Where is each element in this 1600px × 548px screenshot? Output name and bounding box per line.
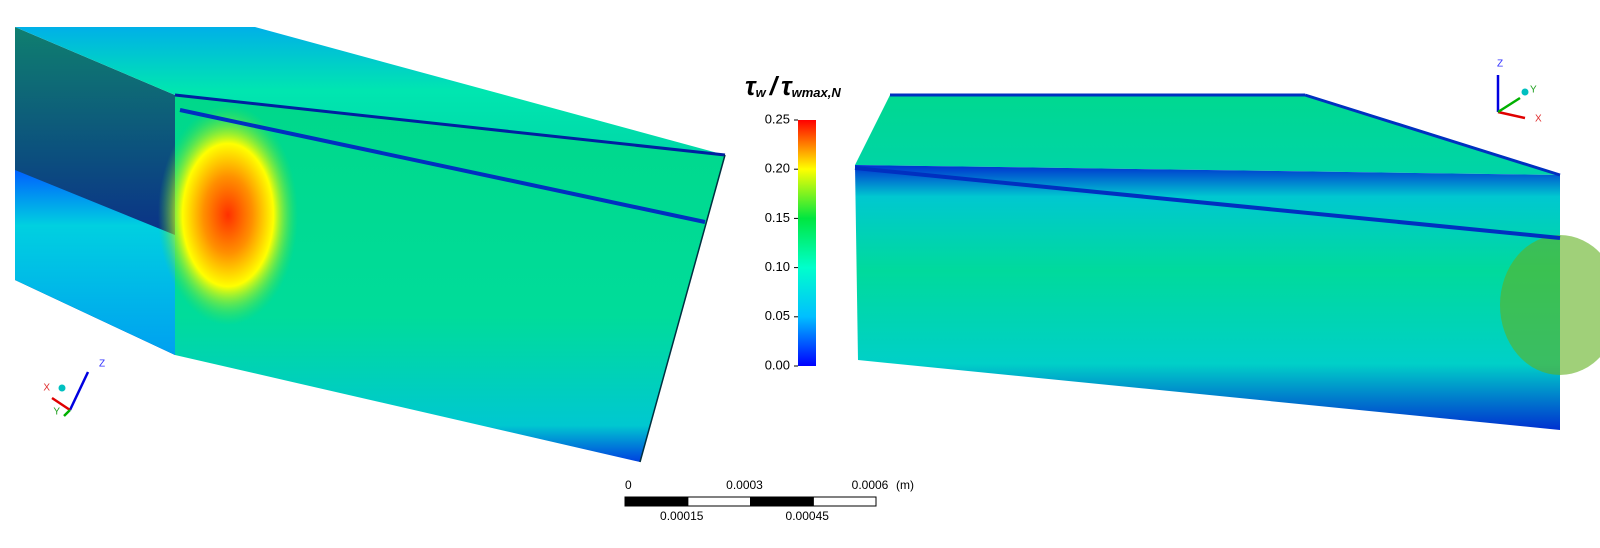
scale-segment — [750, 496, 814, 507]
edge — [639, 154, 726, 463]
tick-label: 0.15 — [765, 210, 790, 225]
edge — [179, 108, 706, 224]
scale-segment — [687, 496, 751, 507]
lower-face — [15, 170, 175, 355]
origin — [58, 384, 66, 392]
triad-left: Z X Y — [43, 359, 105, 418]
scale-label: 0.00045 — [786, 509, 830, 523]
scale-label: 0.0006 — [852, 478, 889, 492]
scale-label: 0.0003 — [726, 478, 763, 492]
scale-segment — [812, 496, 877, 507]
scale-label: 0.00015 — [660, 509, 704, 523]
tick-label: 0.25 — [765, 111, 790, 126]
axis-label: Y — [1530, 85, 1537, 96]
axis-label: Y — [53, 407, 60, 418]
subscript: w — [756, 85, 767, 100]
colorbar — [798, 120, 816, 366]
scale-unit: (m) — [896, 478, 914, 492]
symbol: τ — [745, 71, 757, 101]
edge — [174, 93, 726, 157]
separator: / — [769, 71, 780, 101]
top-face — [855, 95, 1560, 175]
y-arrow — [63, 409, 71, 417]
tick-label: 0.20 — [765, 161, 790, 176]
tick-label: 0.05 — [765, 308, 790, 323]
x-arrow — [1497, 110, 1526, 120]
axis-label: Z — [1497, 59, 1503, 70]
subscript: wmax,N — [792, 85, 842, 100]
triad-right: Z X Y — [1496, 59, 1542, 125]
edge — [854, 166, 1561, 240]
left-geometry — [15, 27, 726, 463]
axis-label: Z — [99, 359, 105, 370]
edge — [1304, 93, 1561, 177]
front-face — [855, 165, 1560, 430]
y-arrow — [1497, 96, 1521, 114]
front-face — [175, 95, 725, 462]
scale-segment — [624, 496, 689, 507]
hotspot — [158, 105, 298, 325]
z-arrow — [68, 371, 90, 411]
top-face — [15, 27, 725, 155]
x-arrow — [51, 396, 71, 412]
symbol: τ — [781, 71, 793, 101]
tick-label: 0.00 — [765, 357, 790, 372]
colorbar-title: τw / τwmax,N — [745, 71, 841, 101]
origin — [1521, 88, 1529, 96]
hotspot — [1500, 235, 1600, 375]
axis-label: X — [43, 383, 50, 394]
axis-label: X — [1535, 114, 1542, 125]
right-geometry — [854, 93, 1600, 430]
tick-label: 0.10 — [765, 259, 790, 274]
scale-label: 0 — [625, 478, 632, 492]
